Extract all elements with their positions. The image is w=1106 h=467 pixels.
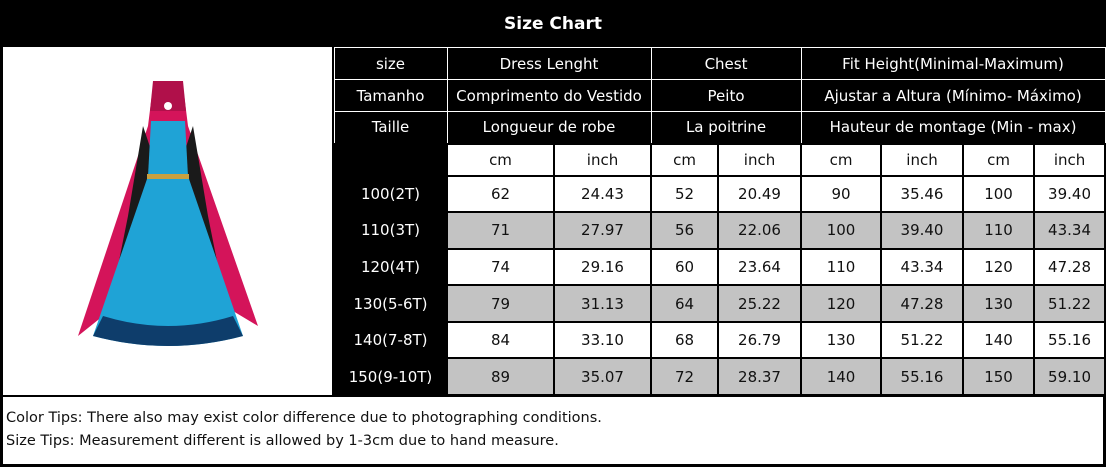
header-cell: Comprimento do Vestido [446, 79, 652, 112]
value-cell: 39.40 [1033, 174, 1106, 214]
value-cell: 51.22 [880, 320, 965, 360]
value-cell: 60 [650, 247, 720, 287]
header-cell: Ajustar a Altura (Mínimo- Máximo) [800, 79, 1106, 112]
table-row: 130(5-6T) 79 31.13 64 25.22 120 47.28 130 51.22 [333, 284, 1106, 323]
header-cell: Chest [650, 47, 802, 80]
header-cell: Dress Lenght [446, 47, 652, 80]
table-row: 100(2T) 62 24.43 52 20.49 90 35.46 100 39.40 [333, 174, 1106, 214]
value-cell: 120 [962, 247, 1036, 287]
value-cell: 35.07 [552, 357, 653, 397]
size-label-cell: 100(2T) [333, 174, 448, 214]
table-row: 120(4T) 74 29.16 60 23.64 110 43.34 120 47.28 [333, 247, 1106, 287]
header-cell: size [333, 47, 448, 80]
table-row: 110(3T) 71 27.97 56 22.06 100 39.40 110 43.34 [333, 211, 1106, 250]
value-cell: 56 [650, 211, 720, 250]
value-cell: 140 [962, 320, 1036, 360]
value-cell: 52 [650, 174, 720, 214]
header-row: Tamanho Comprimento do Vestido Peito Ajusta… [333, 79, 1106, 112]
header-cell: La poitrine [650, 111, 802, 144]
unit-cell: cm [800, 142, 883, 177]
unit-cell: inch [552, 142, 653, 177]
value-cell: 59.10 [1033, 357, 1106, 397]
value-cell: 55.16 [880, 357, 965, 397]
product-image [3, 47, 332, 395]
value-cell: 110 [962, 211, 1036, 250]
value-cell: 25.22 [717, 284, 803, 323]
size-label-cell: 140(7-8T) [333, 320, 448, 360]
header-cell: Longueur de robe [446, 111, 652, 144]
value-cell: 90 [800, 174, 883, 214]
size-label-cell: 110(3T) [333, 211, 448, 250]
value-cell: 31.13 [552, 284, 653, 323]
header-row: Taille Longueur de robe La poitrine Hauteur… [333, 111, 1106, 144]
value-cell: 71 [446, 211, 555, 250]
unit-cell: inch [1033, 142, 1106, 177]
header-cell: Peito [650, 79, 802, 112]
value-cell: 28.37 [717, 357, 803, 397]
value-cell: 140 [800, 357, 883, 397]
header-cell: Hauteur de montage (Min - max) [800, 111, 1106, 144]
value-cell: 33.10 [552, 320, 653, 360]
header-cell: Tamanho [333, 79, 448, 112]
value-cell: 47.28 [1033, 247, 1106, 287]
tips-section: Color Tips: There also may exist color d… [3, 397, 1103, 464]
value-cell: 24.43 [552, 174, 653, 214]
unit-cell: cm [650, 142, 720, 177]
value-cell: 55.16 [1033, 320, 1106, 360]
size-tip: Size Tips: Measurement different is allo… [6, 433, 559, 449]
value-cell: 51.22 [1033, 284, 1106, 323]
size-label-cell: 130(5-6T) [333, 284, 448, 323]
dress-illustration [77, 81, 258, 346]
value-cell: 64 [650, 284, 720, 323]
value-cell: 39.40 [880, 211, 965, 250]
unit-cell: inch [880, 142, 965, 177]
value-cell: 72 [650, 357, 720, 397]
unit-cell: cm [962, 142, 1036, 177]
value-cell: 100 [800, 211, 883, 250]
header-cell: Fit Height(Minimal-Maximum) [800, 47, 1106, 80]
value-cell: 23.64 [717, 247, 803, 287]
size-label-cell: 120(4T) [333, 247, 448, 287]
value-cell: 84 [446, 320, 555, 360]
value-cell: 20.49 [717, 174, 803, 214]
value-cell: 35.46 [880, 174, 965, 214]
unit-cell [333, 142, 448, 177]
value-cell: 43.34 [1033, 211, 1106, 250]
header-row: size Dress Lenght Chest Fit Height(Minimal-… [333, 47, 1106, 80]
value-cell: 100 [962, 174, 1036, 214]
value-cell: 79 [446, 284, 555, 323]
value-cell: 47.28 [880, 284, 965, 323]
value-cell: 110 [800, 247, 883, 287]
header-cell: Taille [333, 111, 448, 144]
value-cell: 130 [800, 320, 883, 360]
table-row: 150(9-10T) 89 35.07 72 28.37 140 55.16 150 59.10 [333, 357, 1106, 397]
color-tip: Color Tips: There also may exist color d… [6, 410, 602, 426]
table-row: 140(7-8T) 84 33.10 68 26.79 130 51.22 140 55.16 [333, 320, 1106, 360]
value-cell: 150 [962, 357, 1036, 397]
unit-cell: inch [717, 142, 803, 177]
value-cell: 26.79 [717, 320, 803, 360]
value-cell: 74 [446, 247, 555, 287]
value-cell: 29.16 [552, 247, 653, 287]
size-chart-table: size Dress Lenght Chest Fit Height(Minimal-… [333, 47, 1106, 397]
value-cell: 27.97 [552, 211, 653, 250]
value-cell: 62 [446, 174, 555, 214]
value-cell: 130 [962, 284, 1036, 323]
value-cell: 22.06 [717, 211, 803, 250]
units-row: cm inch cm inch cm inch cm inch [333, 142, 1106, 177]
value-cell: 120 [800, 284, 883, 323]
size-label-cell: 150(9-10T) [333, 357, 448, 397]
value-cell: 68 [650, 320, 720, 360]
value-cell: 89 [446, 357, 555, 397]
unit-cell: cm [446, 142, 555, 177]
value-cell: 43.34 [880, 247, 965, 287]
page-title: Size Chart [504, 13, 602, 34]
